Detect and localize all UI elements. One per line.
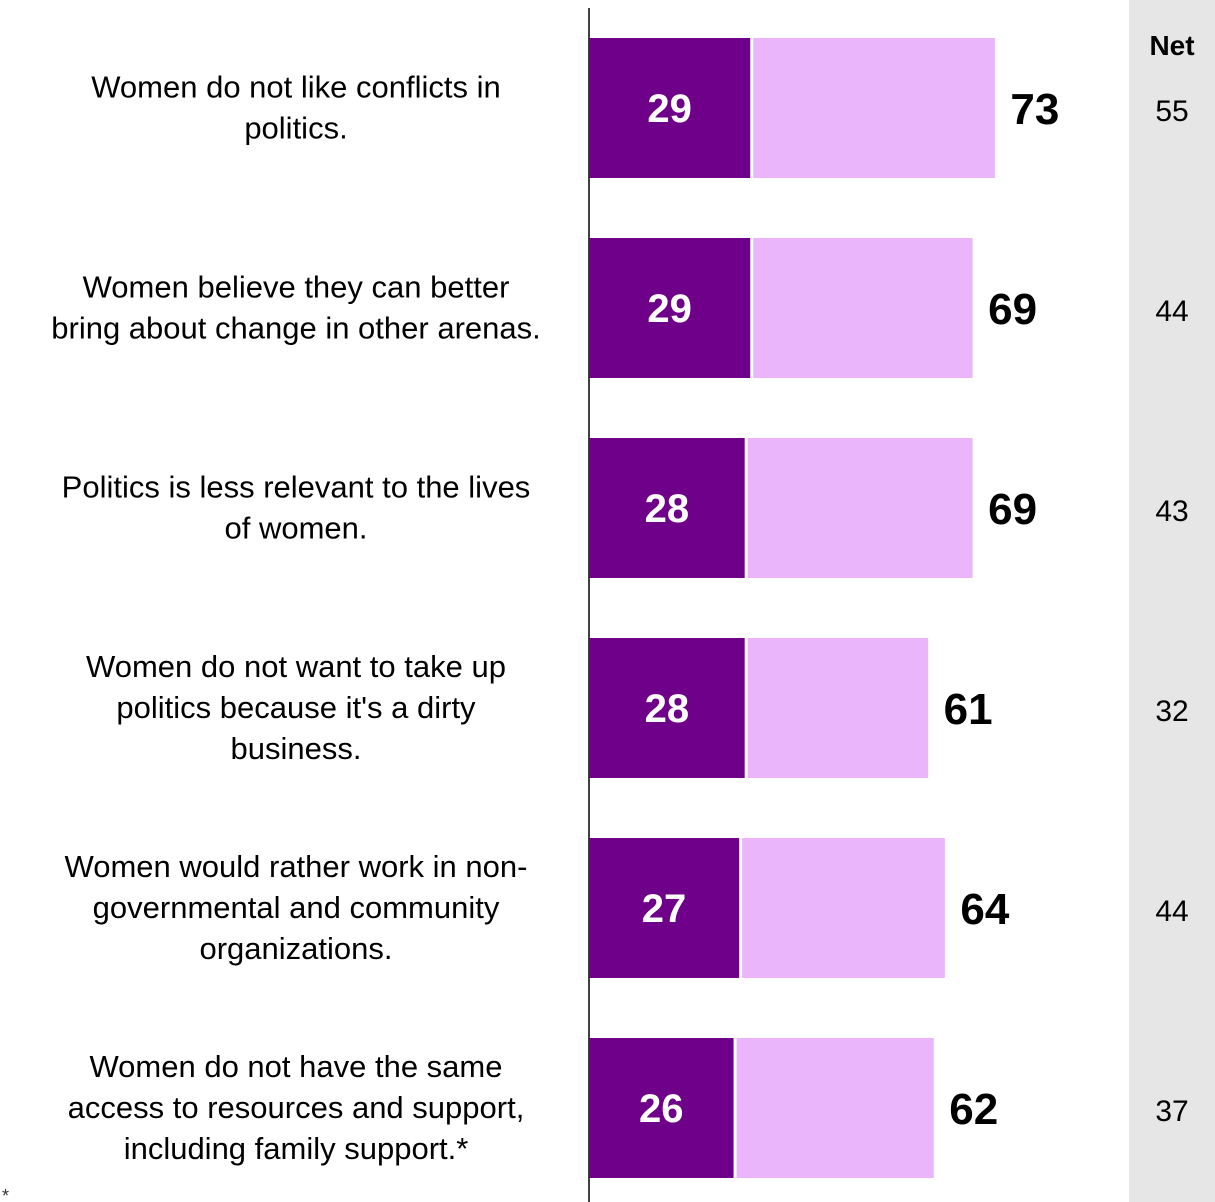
bar-value-label: 28 <box>645 487 690 531</box>
category-label: of women. <box>224 511 367 546</box>
net-header: Net <box>1149 30 1194 61</box>
bar-segment-dark <box>589 838 740 978</box>
bar-total-label: 69 <box>988 285 1037 334</box>
bar-segment-light <box>753 38 995 178</box>
category-label: access to resources and support, <box>68 1090 525 1125</box>
net-value: 44 <box>1155 895 1188 928</box>
bar-segment-light <box>736 1038 934 1178</box>
bar-segment-dark <box>589 638 745 778</box>
category-label: organizations. <box>199 931 392 966</box>
bar-total-label: 61 <box>944 685 993 734</box>
footnote-mark: * <box>2 1186 9 1202</box>
category-label: bring about change in other arenas. <box>51 311 540 346</box>
bar-segment-light <box>742 838 945 978</box>
bar-value-label: 28 <box>645 687 690 731</box>
bar-segment-dark <box>589 1038 734 1178</box>
category-label: Women believe they can better <box>83 270 510 305</box>
bar-segment-light <box>747 438 973 578</box>
bar-segment-light <box>753 238 973 378</box>
net-value: 37 <box>1155 1095 1188 1128</box>
bar-segment-dark <box>589 238 751 378</box>
category-label: governmental and community <box>93 890 500 925</box>
bar-value-label: 29 <box>647 87 692 131</box>
bar-segment-dark <box>589 38 751 178</box>
net-value: 44 <box>1155 295 1188 328</box>
bar-value-label: 29 <box>647 287 692 331</box>
net-column-background <box>1129 0 1215 1202</box>
category-label: politics because it's a dirty <box>116 690 476 725</box>
bar-segment-dark <box>589 438 745 578</box>
category-label: Women do not want to take up <box>86 649 506 684</box>
category-label: Women do not have the same <box>89 1049 502 1084</box>
category-label: including family support.* <box>124 1131 469 1166</box>
bar-total-label: 73 <box>1010 85 1059 134</box>
category-label: Women would rather work in non- <box>65 849 528 884</box>
net-value: 55 <box>1155 95 1188 128</box>
bar-value-label: 27 <box>642 887 687 931</box>
category-label: Politics is less relevant to the lives <box>62 470 531 505</box>
category-label: business. <box>231 731 362 766</box>
bar-total-label: 64 <box>960 885 1009 934</box>
bar-segment-light <box>747 638 929 778</box>
bar-total-label: 62 <box>949 1085 998 1134</box>
category-label: Women do not like conflicts in <box>91 70 501 105</box>
bar-value-label: 26 <box>639 1087 684 1131</box>
net-value: 43 <box>1155 495 1188 528</box>
bar-total-label: 69 <box>988 485 1037 534</box>
category-label: politics. <box>244 111 347 146</box>
net-value: 32 <box>1155 695 1188 728</box>
